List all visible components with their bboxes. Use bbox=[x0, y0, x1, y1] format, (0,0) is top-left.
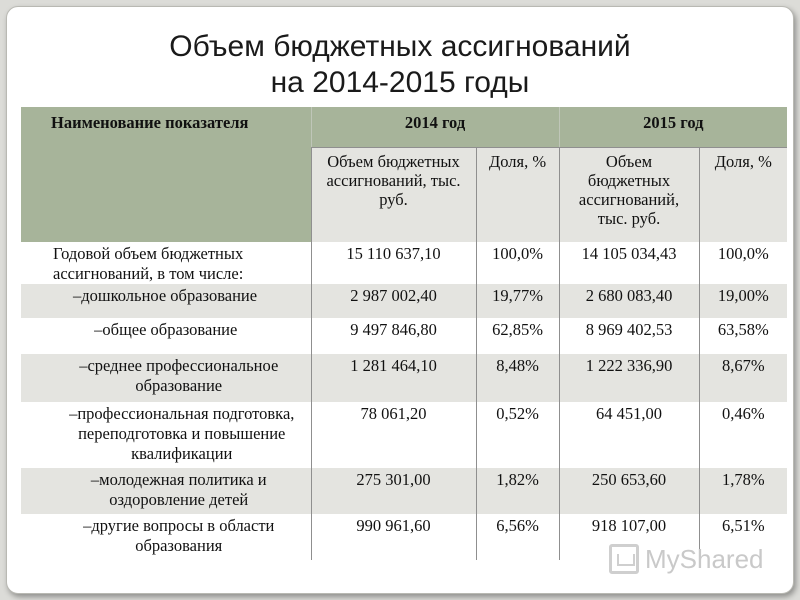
row-share-2015: 8,67% bbox=[698, 354, 788, 402]
budget-table: Наименование показателя 2014 год 2015 го… bbox=[21, 107, 788, 560]
title-line-1: Объем бюджетных ассигнований bbox=[169, 30, 631, 63]
watermark-text: MyShared bbox=[645, 543, 764, 574]
table-row: –среднее профессиональное образование 1 … bbox=[21, 354, 788, 402]
subheader-volume-2015: Объем бюджетных ассигнований, тыс. руб. bbox=[558, 147, 700, 242]
page-title: Объем бюджетных ассигнований на 2014-201… bbox=[7, 29, 793, 101]
row-share-2015: 6,51% bbox=[698, 514, 788, 560]
subheader-volume-2014: Объем бюджетных ассигнований, тыс. руб. bbox=[310, 147, 476, 242]
row-share-2014: 19,77% bbox=[475, 284, 560, 318]
header-name-cell: Наименование показателя bbox=[21, 107, 311, 242]
header-name: Наименование показателя bbox=[51, 113, 249, 132]
row-volume-2015: 1 222 336,90 bbox=[558, 354, 700, 402]
row-volume-2014: 990 961,60 bbox=[310, 514, 476, 560]
row-name: –общее образование bbox=[94, 320, 238, 339]
table-row: –молодежная политика и оздоровление дете… bbox=[21, 468, 788, 514]
table-row: –дошкольное образование 2 987 002,40 19,… bbox=[21, 284, 788, 318]
table-row: –другие вопросы в области образования 99… bbox=[21, 514, 788, 560]
row-volume-2015: 2 680 083,40 bbox=[558, 284, 700, 318]
row-share-2014: 1,82% bbox=[475, 468, 560, 514]
row-share-2015: 0,46% bbox=[698, 402, 788, 468]
header-year-2014: 2014 год bbox=[310, 107, 560, 148]
row-share-2014: 0,52% bbox=[475, 402, 560, 468]
row-name: –профессиональная подготовка, переподгот… bbox=[69, 404, 295, 463]
table-subheader-row: Объем бюджетных ассигнований, тыс. руб. … bbox=[21, 147, 788, 242]
row-volume-2014: 9 497 846,80 bbox=[310, 318, 476, 354]
row-name: –другие вопросы в области образования bbox=[83, 516, 275, 555]
row-volume-2015: 14 105 034,43 bbox=[558, 242, 700, 284]
row-share-2014: 8,48% bbox=[475, 354, 560, 402]
row-volume-2015: 64 451,00 bbox=[558, 402, 700, 468]
slide: Объем бюджетных ассигнований на 2014-201… bbox=[6, 6, 794, 594]
row-volume-2015: 918 107,00 bbox=[558, 514, 700, 560]
row-name: Годовой объем бюджетных ассигнований, в … bbox=[53, 244, 244, 283]
watermark: MyShared bbox=[609, 539, 764, 579]
header-year-2015: 2015 год bbox=[558, 107, 788, 148]
table-row: Годовой объем бюджетных ассигнований, в … bbox=[21, 242, 788, 284]
row-name: –дошкольное образование bbox=[73, 286, 258, 305]
table-header-row: Наименование показателя 2014 год 2015 го… bbox=[21, 107, 788, 242]
subheader-share-2014: Доля, % bbox=[475, 147, 560, 242]
row-share-2015: 63,58% bbox=[698, 318, 788, 354]
table-row: –общее образование 9 497 846,80 62,85% 8… bbox=[21, 318, 788, 354]
row-name: –среднее профессиональное образование bbox=[79, 356, 279, 395]
row-volume-2014: 15 110 637,10 bbox=[310, 242, 476, 284]
row-volume-2014: 275 301,00 bbox=[310, 468, 476, 514]
myshared-logo-icon bbox=[609, 544, 639, 574]
row-share-2014: 6,56% bbox=[475, 514, 560, 560]
row-volume-2014: 78 061,20 bbox=[310, 402, 476, 468]
row-name: –молодежная политика и оздоровление дете… bbox=[90, 470, 267, 509]
table-row: –профессиональная подготовка, переподгот… bbox=[21, 402, 788, 468]
subheader-share-2015: Доля, % bbox=[698, 147, 788, 242]
title-line-2: на 2014-2015 годы bbox=[270, 66, 530, 99]
row-share-2015: 19,00% bbox=[698, 284, 788, 318]
row-share-2014: 100,0% bbox=[475, 242, 560, 284]
row-volume-2015: 250 653,60 bbox=[558, 468, 700, 514]
row-share-2015: 1,78% bbox=[698, 468, 788, 514]
row-volume-2014: 2 987 002,40 bbox=[310, 284, 476, 318]
row-volume-2014: 1 281 464,10 bbox=[310, 354, 476, 402]
row-volume-2015: 8 969 402,53 bbox=[558, 318, 700, 354]
row-share-2015: 100,0% bbox=[698, 242, 788, 284]
row-share-2014: 62,85% bbox=[475, 318, 560, 354]
